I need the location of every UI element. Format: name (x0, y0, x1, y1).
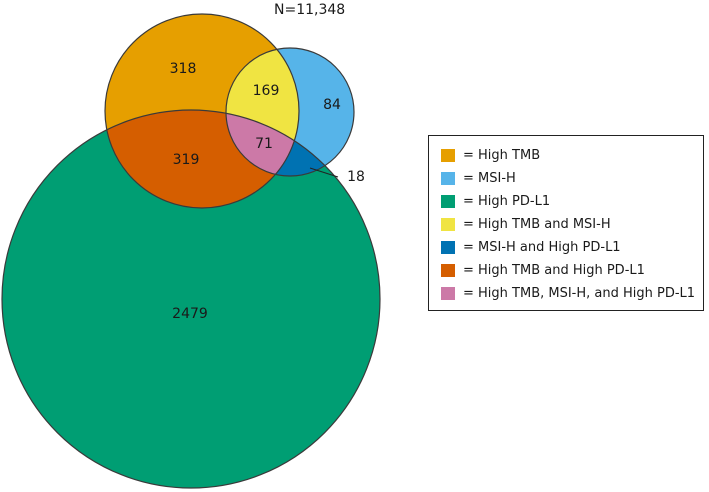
legend-item-high-pdl1: = High PD-L1 (441, 190, 703, 213)
legend-label: = High TMB, MSI-H, and High PD-L1 (463, 286, 696, 301)
legend-label: = High PD-L1 (463, 194, 551, 209)
legend: = High TMB = MSI-H = High PD-L1 = High T… (428, 135, 704, 311)
msi-pdl1-count: 18 (347, 169, 365, 185)
legend-swatch (441, 172, 455, 185)
tmb-pdl1-count: 319 (173, 152, 200, 168)
legend-label: = High TMB (463, 148, 541, 163)
legend-item-all-three: = High TMB, MSI-H, and High PD-L1 (441, 282, 703, 305)
sample-size-label: N=11,348 (274, 2, 346, 18)
tmb-only-count: 318 (170, 61, 197, 77)
legend-item-high-tmb: = High TMB (441, 144, 703, 167)
legend-item-tmb-pdl1: = High TMB and High PD-L1 (441, 259, 703, 282)
legend-item-tmb-msi: = High TMB and MSI-H (441, 213, 703, 236)
legend-label: = MSI-H and High PD-L1 (463, 240, 621, 255)
pdl1-only-count: 2479 (172, 306, 208, 322)
all-three-count: 71 (255, 136, 273, 152)
legend-label: = High TMB and High PD-L1 (463, 263, 645, 278)
legend-label: = MSI-H (463, 171, 516, 186)
legend-swatch (441, 218, 455, 231)
msi-only-count: 84 (323, 97, 341, 113)
legend-swatch (441, 149, 455, 162)
high-pdl1-circle (2, 110, 380, 488)
legend-item-msi-pdl1: = MSI-H and High PD-L1 (441, 236, 703, 259)
legend-swatch (441, 241, 455, 254)
legend-item-msi-h: = MSI-H (441, 167, 703, 190)
msi-pdl1-leader-line (309, 167, 339, 178)
legend-swatch (441, 195, 455, 208)
high-pdl1-outline (1, 109, 381, 489)
legend-swatch (441, 264, 455, 277)
high-tmb-outline (104, 13, 300, 209)
legend-label: = High TMB and MSI-H (463, 217, 611, 232)
legend-swatch (441, 287, 455, 300)
msi-h-outline (225, 47, 355, 177)
tmb-msi-count: 169 (253, 83, 280, 99)
